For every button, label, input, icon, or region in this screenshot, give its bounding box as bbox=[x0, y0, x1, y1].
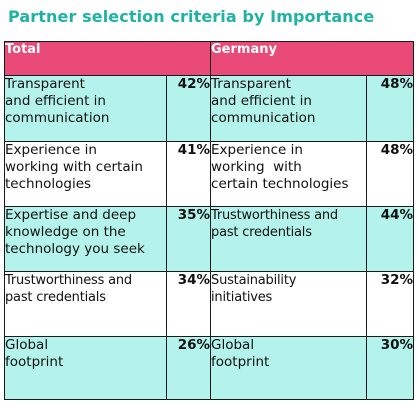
total-percentage: 41% bbox=[165, 141, 212, 207]
germany-criterion: Sustainability initiatives bbox=[210, 271, 368, 337]
criterion-line: technologies bbox=[5, 176, 92, 192]
criterion-line: technology you seek bbox=[5, 241, 145, 257]
table-row: Transparent and efficient in communicati… bbox=[4, 75, 415, 142]
criterion-line: and efficient in bbox=[211, 93, 312, 109]
table-row: Global footprint 26% Global footprint 30… bbox=[4, 336, 415, 400]
criterion-line: Expertise and deep bbox=[5, 207, 137, 223]
criterion-line: footprint bbox=[5, 354, 64, 370]
criterion-line: Trustworthiness and bbox=[211, 208, 338, 223]
table-row: Experience in working with certain techn… bbox=[4, 141, 415, 207]
criterion-line: past credentials bbox=[211, 225, 312, 240]
criterion-line: Sustainability bbox=[211, 273, 297, 288]
table-row: Trustworthiness and past credentials 34%… bbox=[4, 271, 415, 337]
criterion-line: initiatives bbox=[211, 290, 273, 305]
germany-percentage: 44% bbox=[366, 206, 415, 272]
criterion-line: working with bbox=[211, 159, 302, 175]
criterion-line: footprint bbox=[211, 354, 270, 370]
criterion-line: working with certain bbox=[5, 159, 143, 175]
page-title: Partner selection criteria by Importance bbox=[8, 7, 375, 26]
germany-percentage: 48% bbox=[366, 141, 415, 207]
criterion-line: communication bbox=[211, 110, 316, 126]
total-criterion: Global footprint bbox=[4, 336, 167, 400]
table-row: Expertise and deep knowledge on the tech… bbox=[4, 206, 415, 272]
germany-criterion: Transparent and efficient in communicati… bbox=[210, 75, 368, 142]
criteria-table: Total Germany Transparent and efficient … bbox=[3, 41, 415, 400]
total-percentage: 42% bbox=[165, 75, 212, 142]
criterion-line: and efficient in bbox=[5, 93, 106, 109]
table-header-row: Total Germany bbox=[3, 41, 415, 76]
germany-criterion: Experience in working with certain techn… bbox=[210, 141, 368, 207]
criterion-line: Global bbox=[211, 337, 255, 353]
germany-percentage: 48% bbox=[366, 75, 415, 142]
total-criterion: Transparent and efficient in communicati… bbox=[4, 75, 167, 142]
criterion-line: Trustworthiness and bbox=[5, 273, 132, 288]
total-criterion: Trustworthiness and past credentials bbox=[4, 271, 167, 337]
germany-percentage: 32% bbox=[366, 271, 415, 337]
criterion-line: Transparent bbox=[211, 76, 291, 92]
germany-criterion: Global footprint bbox=[210, 336, 368, 400]
criterion-line: Transparent bbox=[5, 76, 85, 92]
criterion-line: Experience in bbox=[211, 142, 303, 158]
total-criterion: Experience in working with certain techn… bbox=[4, 141, 167, 207]
total-percentage: 26% bbox=[165, 336, 212, 400]
germany-percentage: 30% bbox=[366, 336, 415, 400]
criterion-line: knowledge on the bbox=[5, 224, 126, 240]
criterion-line: Experience in bbox=[5, 142, 97, 158]
germany-criterion: Trustworthiness and past credentials bbox=[210, 206, 368, 272]
column-header-total: Total bbox=[3, 41, 212, 76]
criterion-line: communication bbox=[5, 110, 110, 126]
criterion-line: past credentials bbox=[5, 290, 106, 305]
criterion-line: certain technologies bbox=[211, 176, 349, 192]
total-percentage: 34% bbox=[165, 271, 212, 337]
total-criterion: Expertise and deep knowledge on the tech… bbox=[4, 206, 167, 272]
column-header-germany: Germany bbox=[210, 41, 415, 76]
criterion-line: Global bbox=[5, 337, 49, 353]
total-percentage: 35% bbox=[165, 206, 212, 272]
